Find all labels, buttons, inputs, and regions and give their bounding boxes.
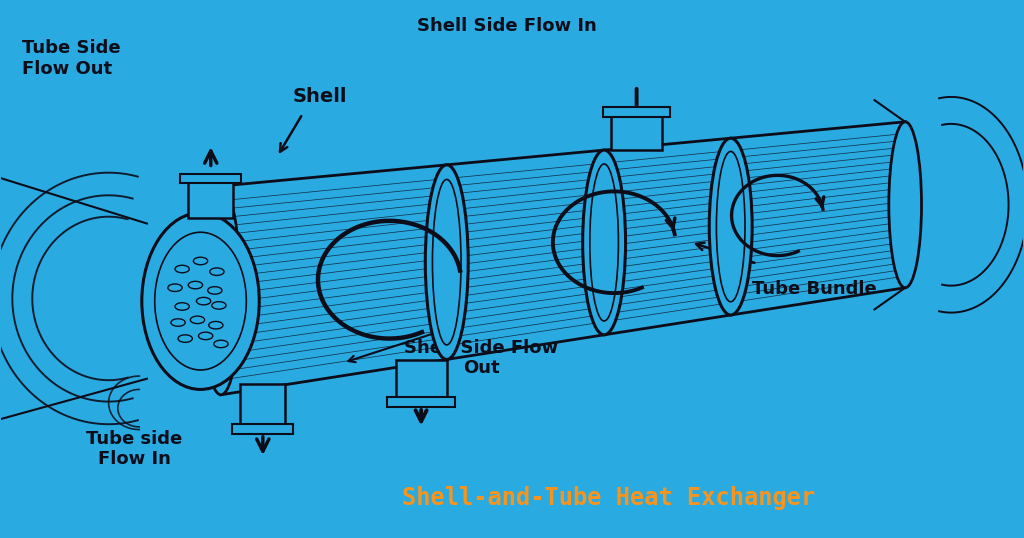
Ellipse shape xyxy=(583,150,626,335)
FancyBboxPatch shape xyxy=(241,384,286,424)
Ellipse shape xyxy=(710,138,753,315)
Text: Tube side
Flow In: Tube side Flow In xyxy=(86,429,182,469)
Text: Shell Side Flow In: Shell Side Flow In xyxy=(417,17,597,36)
Ellipse shape xyxy=(202,186,241,395)
Text: Shell Side Flow
Out: Shell Side Flow Out xyxy=(404,338,558,377)
Text: Shell-and-Tube Heat Exchanger: Shell-and-Tube Heat Exchanger xyxy=(402,486,816,510)
FancyBboxPatch shape xyxy=(232,424,294,434)
Text: Tube Side
Flow Out: Tube Side Flow Out xyxy=(22,39,121,77)
FancyBboxPatch shape xyxy=(603,108,671,117)
Ellipse shape xyxy=(141,213,259,390)
FancyBboxPatch shape xyxy=(611,113,663,150)
FancyBboxPatch shape xyxy=(180,174,242,183)
FancyBboxPatch shape xyxy=(188,178,233,218)
FancyBboxPatch shape xyxy=(387,398,455,407)
Ellipse shape xyxy=(425,165,468,359)
Text: Tube Bundle: Tube Bundle xyxy=(752,280,877,298)
Ellipse shape xyxy=(889,122,922,288)
Text: Shell: Shell xyxy=(293,87,347,106)
FancyBboxPatch shape xyxy=(395,360,446,398)
